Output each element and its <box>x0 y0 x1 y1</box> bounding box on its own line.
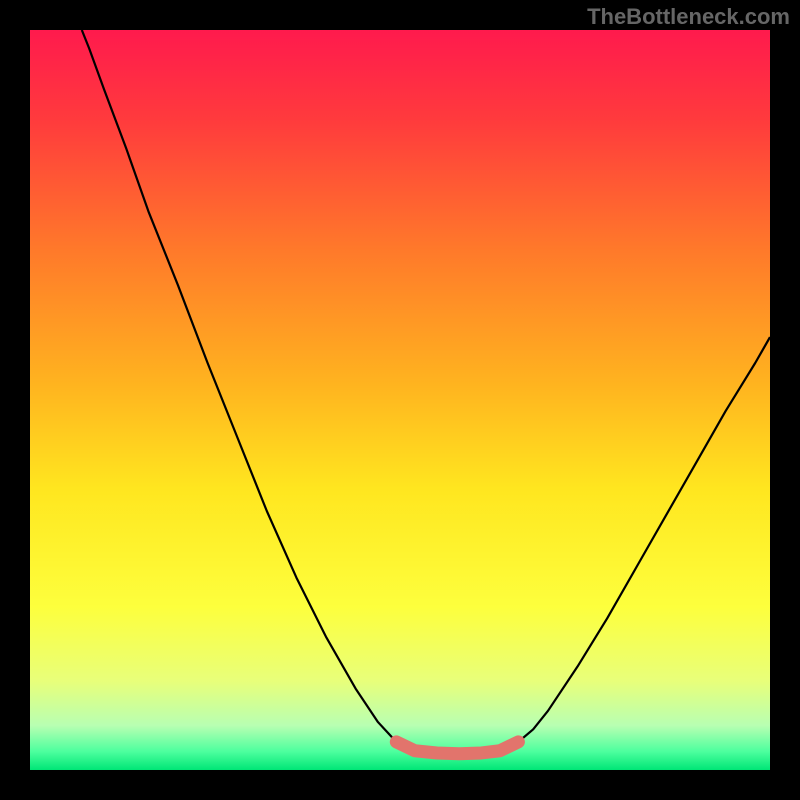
plot-svg <box>30 30 770 770</box>
chart-frame: TheBottleneck.com <box>0 0 800 800</box>
plot-area <box>30 30 770 770</box>
watermark-text: TheBottleneck.com <box>587 4 790 30</box>
gradient-background <box>30 30 770 770</box>
